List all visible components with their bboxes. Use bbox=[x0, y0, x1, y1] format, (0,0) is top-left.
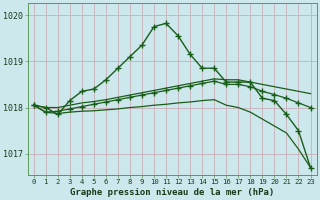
X-axis label: Graphe pression niveau de la mer (hPa): Graphe pression niveau de la mer (hPa) bbox=[70, 188, 274, 197]
